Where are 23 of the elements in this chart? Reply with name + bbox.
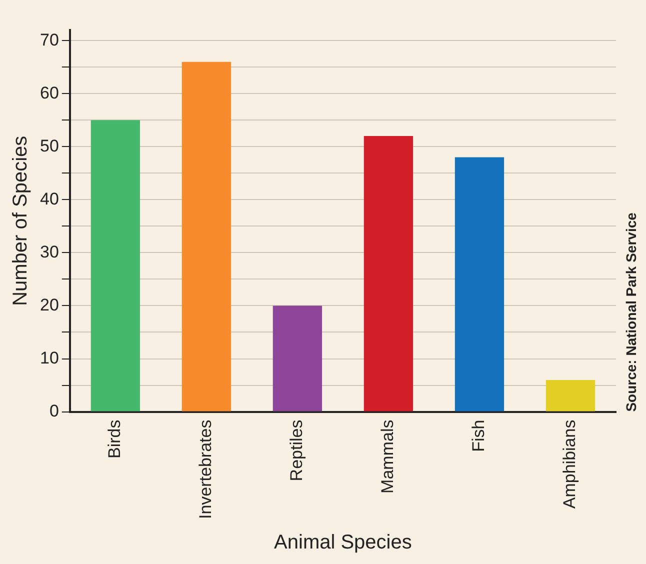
bar	[454, 157, 504, 412]
y-tick-label: 40	[40, 189, 59, 208]
x-tick-label: Mammals	[378, 420, 398, 494]
bar	[90, 120, 140, 412]
bar	[546, 380, 596, 412]
x-tick-label: Birds	[105, 420, 124, 459]
source-note: Source: National Park Service	[622, 212, 639, 412]
bar	[182, 62, 232, 412]
bar	[364, 136, 414, 412]
y-tick-label: 30	[40, 242, 59, 262]
y-tick-label: 50	[40, 136, 59, 156]
bar	[272, 306, 322, 412]
y-axis-title: Number of Species	[10, 136, 32, 306]
x-tick-label: Reptiles	[287, 420, 306, 482]
y-tick-label: 70	[40, 30, 59, 50]
x-tick-label: Amphibians	[560, 420, 580, 509]
y-tick-label: 0	[49, 401, 59, 420]
x-axis-title: Animal Species	[274, 532, 412, 554]
y-tick-label: 60	[40, 83, 59, 102]
y-tick-label: 20	[40, 295, 59, 314]
y-tick-label: 10	[40, 348, 59, 368]
x-tick-label: Invertebrates	[196, 420, 216, 520]
x-tick-label: Fish	[469, 420, 488, 452]
